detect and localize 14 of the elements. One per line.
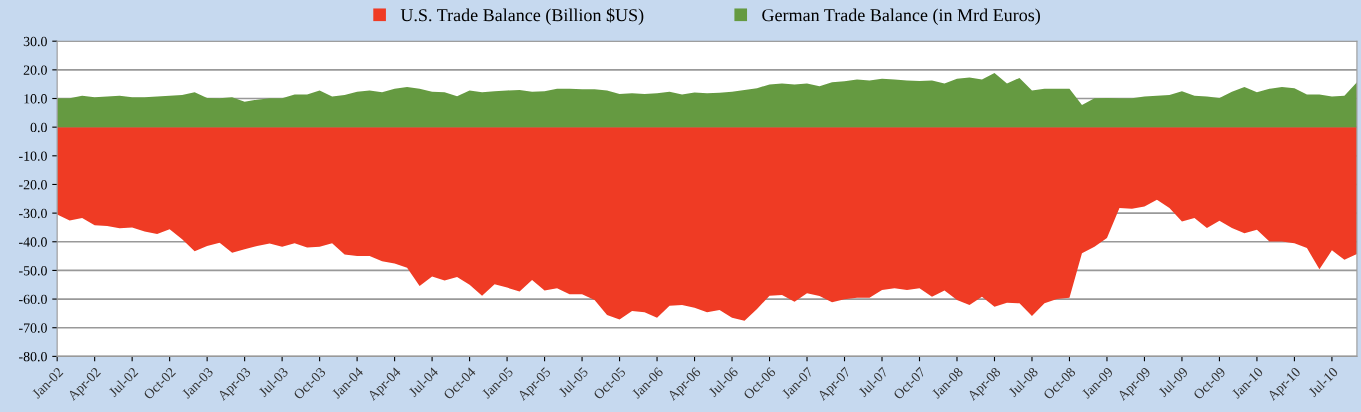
y-tick-label: -10.0 bbox=[19, 151, 47, 161]
y-tick-label: -20.0 bbox=[19, 180, 47, 190]
legend-label: German Trade Balance (in Mrd Euros) bbox=[762, 8, 1040, 25]
y-tick-label: 30.0 bbox=[23, 36, 47, 47]
y-tick-label: -30.0 bbox=[19, 208, 47, 219]
y-tick-label: -50.0 bbox=[19, 266, 47, 276]
y-tick-label: 20.0 bbox=[23, 65, 47, 75]
y-tick-label: -70.0 bbox=[19, 323, 47, 333]
y-tick-label: -80.0 bbox=[19, 351, 47, 362]
y-tick-label: -60.0 bbox=[19, 294, 47, 305]
y-tick-label: -40.0 bbox=[19, 237, 47, 247]
legend-label: U.S. Trade Balance (Billion $US) bbox=[400, 8, 644, 25]
y-tick-label: 0.0 bbox=[30, 122, 47, 133]
y-tick-label: 10.0 bbox=[24, 94, 47, 104]
